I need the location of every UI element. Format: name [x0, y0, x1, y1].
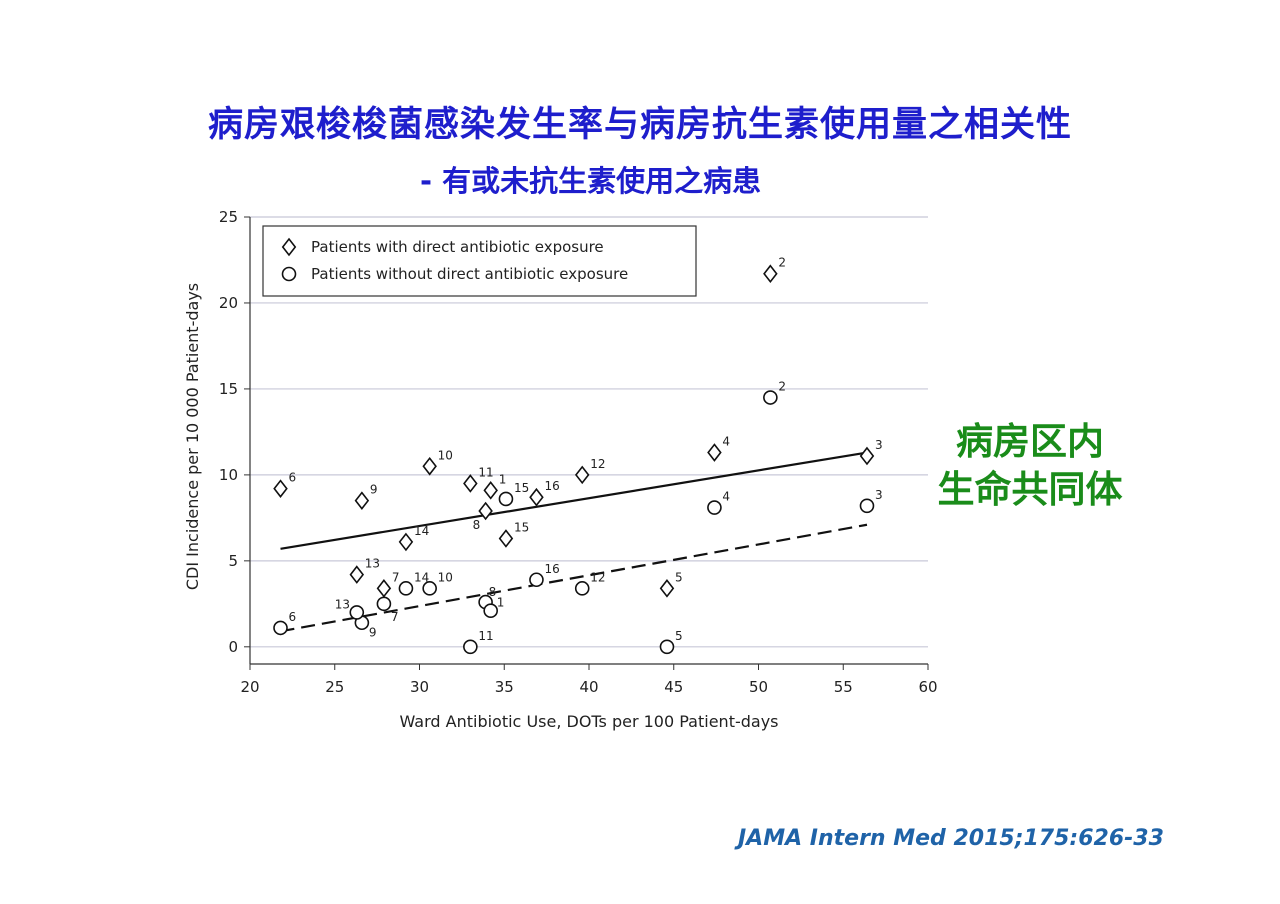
x-tick-label: 50	[749, 678, 768, 696]
point-label: 10	[438, 448, 453, 462]
diamond-marker	[659, 579, 675, 598]
trendline-solid	[280, 451, 868, 550]
legend-entry: Patients without direct antibiotic expos…	[311, 265, 628, 283]
slide-title: 病房艰梭梭菌感染发生率与病房抗生素使用量之相关性	[207, 105, 1072, 145]
diamond-marker	[354, 491, 370, 510]
circle-marker	[422, 581, 437, 596]
point-label: 2	[778, 380, 786, 394]
legend-box	[262, 225, 697, 297]
circle-marker	[498, 491, 514, 507]
circle-marker	[529, 572, 544, 588]
diamond-marker	[273, 479, 288, 498]
diamond-marker	[529, 487, 544, 507]
circle-marker	[659, 639, 675, 655]
diamond-marker	[483, 481, 498, 500]
side-note-line-1: 病房区内	[956, 420, 1104, 463]
x-tick-label: 30	[410, 678, 429, 696]
point-label: 11	[478, 629, 493, 643]
circle-marker	[859, 498, 875, 514]
side-note-line-2: 生命共同体	[937, 468, 1123, 511]
circle-marker	[273, 620, 288, 636]
point-label: 14	[414, 570, 429, 584]
point-label: 4	[722, 490, 730, 504]
circle-marker	[707, 500, 722, 515]
point-label: 5	[675, 629, 683, 643]
x-tick-label: 20	[240, 678, 259, 696]
legend-entry: Patients with direct antibiotic exposure	[311, 238, 604, 256]
point-label: 8	[489, 585, 497, 599]
chart-trendlines	[280, 451, 868, 633]
y-tick-label: 5	[228, 552, 238, 570]
point-label: 6	[289, 471, 297, 485]
point-label: 15	[514, 520, 529, 534]
circle-marker	[763, 390, 778, 405]
point-label: 15	[514, 481, 529, 495]
diamond-marker	[859, 446, 875, 466]
point-label: 1	[497, 596, 505, 610]
point-label: 1	[499, 472, 507, 486]
point-label: 3	[875, 438, 883, 452]
circle-marker	[574, 581, 590, 596]
point-label: 2	[778, 256, 786, 270]
diamond-marker	[349, 565, 365, 584]
diamond-marker	[763, 264, 778, 284]
chart-legend: Patients with direct antibiotic exposure…	[262, 225, 697, 297]
diamond-marker	[478, 501, 493, 521]
diamond-marker	[574, 465, 590, 485]
diamond-marker	[463, 474, 478, 493]
x-tick-label: 35	[495, 678, 514, 696]
point-label: 8	[473, 518, 481, 532]
point-label: 9	[369, 626, 377, 640]
diamond-marker	[498, 529, 514, 548]
x-tick-label: 25	[325, 678, 344, 696]
x-tick-label: 60	[918, 678, 937, 696]
side-note: 病房区内 生命共同体	[900, 418, 1160, 514]
point-label: 3	[875, 488, 883, 502]
circle-marker	[463, 639, 478, 655]
citation: JAMA Intern Med 2015;175:626-33	[738, 826, 1164, 851]
y-tick-label: 10	[219, 466, 238, 484]
point-label: 7	[392, 570, 400, 584]
diamond-marker	[398, 532, 414, 552]
point-label: 6	[289, 610, 297, 624]
x-tick-label: 55	[834, 678, 853, 696]
point-label: 10	[438, 570, 453, 584]
point-label: 12	[590, 457, 605, 471]
diamond-marker	[707, 443, 722, 462]
y-tick-label: 25	[219, 208, 238, 226]
point-label: 13	[365, 557, 380, 571]
circle-marker	[398, 581, 414, 596]
point-label: 16	[544, 479, 559, 493]
x-tick-label: 40	[579, 678, 598, 696]
circle-marker	[349, 605, 365, 620]
point-label: 13	[335, 597, 350, 611]
diamond-marker	[422, 456, 437, 476]
point-label: 4	[722, 435, 730, 449]
circle-marker	[483, 603, 498, 619]
y-tick-label: 0	[228, 638, 238, 656]
point-label: 12	[590, 570, 605, 584]
legend-diamond-icon	[281, 237, 297, 257]
point-label: 7	[391, 610, 399, 624]
point-label: 14	[414, 524, 429, 538]
y-tick-label: 20	[219, 294, 238, 312]
point-label: 9	[370, 483, 378, 497]
x-axis-label: Ward Antibiotic Use, DOTs per 100 Patien…	[400, 712, 779, 731]
point-label: 5	[675, 570, 683, 584]
diamond-marker	[376, 579, 392, 598]
y-axis-label: CDI Incidence per 10 000 Patient-days	[183, 283, 202, 590]
x-tick-label: 45	[664, 678, 683, 696]
slide-subtitle: - 有或未抗生素使用之病患	[420, 164, 762, 198]
legend-circle-icon	[281, 266, 297, 282]
point-label: 16	[544, 562, 559, 576]
circle-marker	[376, 596, 392, 612]
point-label: 11	[478, 465, 493, 479]
trendline-dashed	[280, 523, 868, 633]
y-tick-label: 15	[219, 380, 238, 398]
